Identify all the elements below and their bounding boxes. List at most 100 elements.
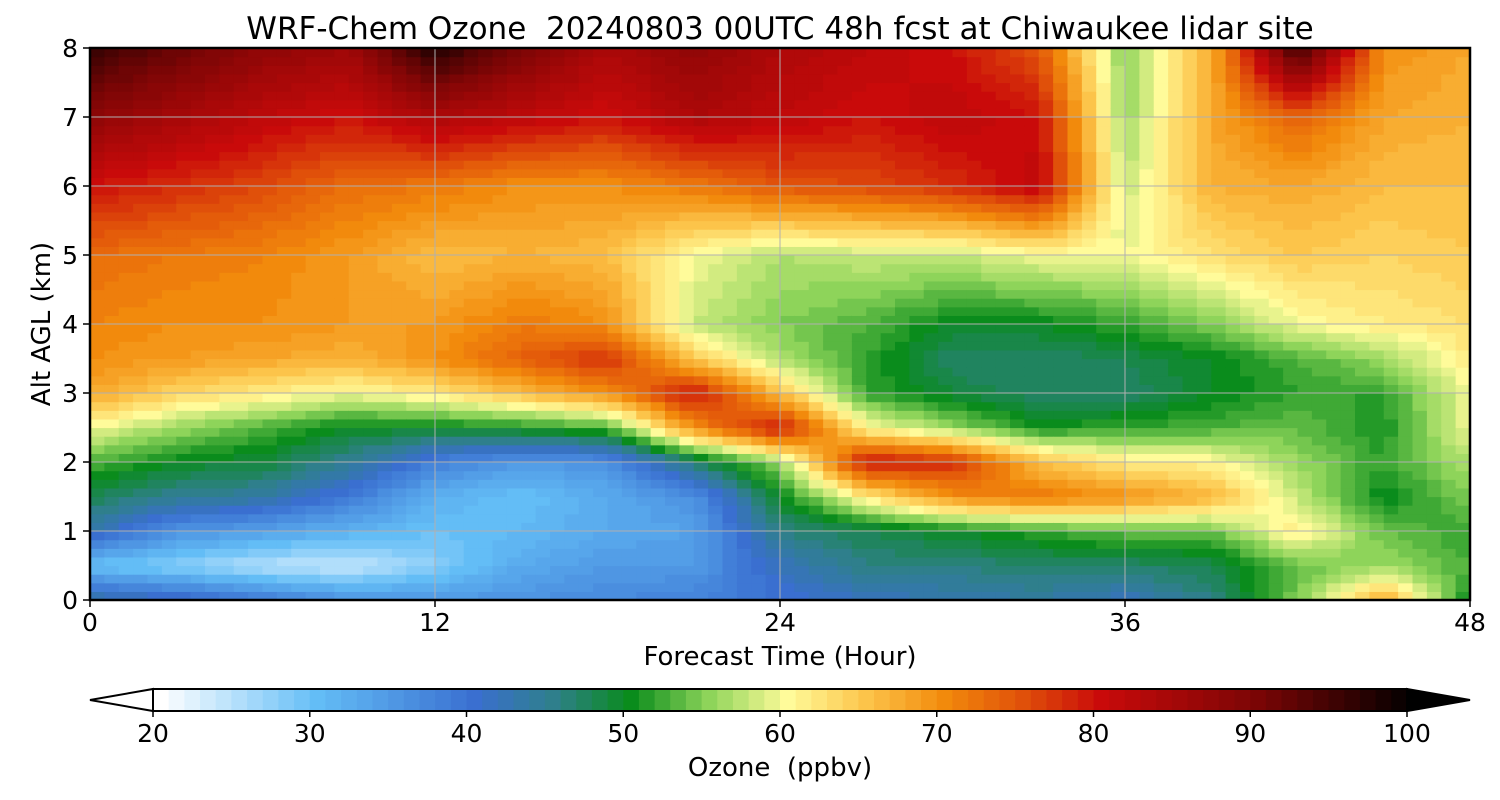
heat-cell	[722, 401, 738, 411]
heat-cell	[334, 487, 350, 498]
heat-cell	[190, 565, 206, 575]
heat-cell	[621, 427, 637, 437]
heat-cell	[276, 203, 292, 213]
heat-cell	[276, 496, 292, 506]
heat-cell	[248, 298, 264, 308]
heat-cell	[851, 203, 867, 213]
heat-cell	[722, 56, 738, 66]
heat-cell	[966, 229, 982, 239]
heat-cell	[320, 539, 335, 549]
heat-cell	[650, 522, 666, 532]
heat-cell	[751, 168, 767, 178]
heat-cell	[1067, 496, 1083, 506]
heat-cell	[492, 522, 508, 532]
heat-cell	[650, 203, 666, 213]
heat-cell	[506, 522, 522, 532]
heat-cell	[909, 427, 925, 437]
heat-cell	[607, 444, 623, 454]
heat-cell	[564, 505, 580, 515]
heat-cell	[923, 315, 939, 325]
heat-cell	[981, 401, 997, 411]
heat-cell	[348, 56, 364, 66]
heat-cell	[564, 418, 580, 429]
heat-cell	[966, 436, 982, 446]
heat-cell	[248, 324, 264, 334]
heat-cell	[650, 186, 666, 196]
heat-cell	[693, 48, 709, 58]
heat-cell	[1081, 151, 1097, 161]
heat-cell	[1168, 91, 1184, 101]
heat-cell	[607, 246, 623, 256]
heat-cell	[147, 427, 163, 437]
heat-cell	[550, 539, 565, 549]
heat-cell	[219, 186, 235, 196]
heat-cell	[1139, 289, 1155, 299]
heat-cell	[621, 341, 637, 351]
heat-cell	[765, 298, 781, 308]
heat-cell	[837, 211, 853, 222]
heat-cell	[866, 246, 882, 256]
heat-cell	[837, 505, 853, 515]
heat-cell	[1024, 211, 1040, 222]
heat-cell	[1010, 168, 1025, 178]
heat-cell	[147, 125, 163, 135]
heat-cell	[348, 298, 364, 308]
heat-cell	[291, 99, 307, 109]
heat-cell	[981, 65, 997, 75]
heat-cell	[435, 505, 450, 515]
heat-cell	[851, 289, 867, 299]
heat-cell	[1067, 108, 1083, 118]
heat-cell	[708, 306, 724, 316]
heat-cell	[334, 341, 350, 351]
heat-cell	[866, 117, 882, 127]
heat-cell	[506, 444, 522, 454]
heat-cell	[1053, 358, 1069, 368]
heat-cell	[722, 505, 738, 515]
heat-cell	[449, 401, 465, 411]
heat-cell	[449, 73, 465, 84]
heat-cell	[693, 315, 709, 325]
heat-cell	[1196, 315, 1212, 325]
heat-cell	[262, 522, 278, 532]
heat-cell	[909, 505, 925, 515]
heat-cell	[621, 48, 637, 58]
heat-cell	[1139, 522, 1155, 532]
heat-cell	[607, 548, 623, 558]
heat-cell	[722, 565, 738, 575]
heat-cell	[521, 496, 537, 506]
heat-cell	[348, 574, 364, 584]
heat-cell	[751, 177, 767, 187]
heat-cell	[808, 220, 824, 230]
heat-cell	[1024, 436, 1040, 446]
heat-cell	[665, 82, 680, 92]
heat-cell	[435, 574, 450, 584]
heat-cell	[291, 186, 307, 196]
heat-cell	[219, 522, 235, 532]
heat-cell	[377, 341, 393, 351]
heat-cell	[463, 203, 479, 213]
heat-cell	[262, 444, 278, 454]
heat-cell	[449, 470, 465, 480]
heat-cell	[118, 229, 134, 239]
heat-cell	[679, 479, 695, 489]
heat-cell	[794, 56, 810, 66]
heat-cell	[794, 82, 810, 92]
heat-cell	[435, 548, 450, 558]
heat-cell	[823, 349, 839, 360]
heat-cell	[291, 48, 307, 58]
heat-cell	[578, 56, 594, 66]
heat-cell	[895, 496, 910, 506]
heat-cell	[348, 125, 364, 135]
heat-cell	[1067, 315, 1083, 325]
heat-cell	[506, 591, 522, 600]
heat-cell	[1096, 427, 1112, 437]
heat-cell	[1010, 289, 1025, 299]
heat-cell	[981, 125, 997, 135]
heat-cell	[1139, 470, 1155, 480]
heat-cell	[650, 306, 666, 316]
heat-cell	[248, 574, 264, 584]
heat-cell	[1125, 505, 1140, 515]
heat-cell	[334, 548, 350, 558]
heat-cell	[190, 168, 206, 178]
heat-cell	[794, 556, 810, 567]
